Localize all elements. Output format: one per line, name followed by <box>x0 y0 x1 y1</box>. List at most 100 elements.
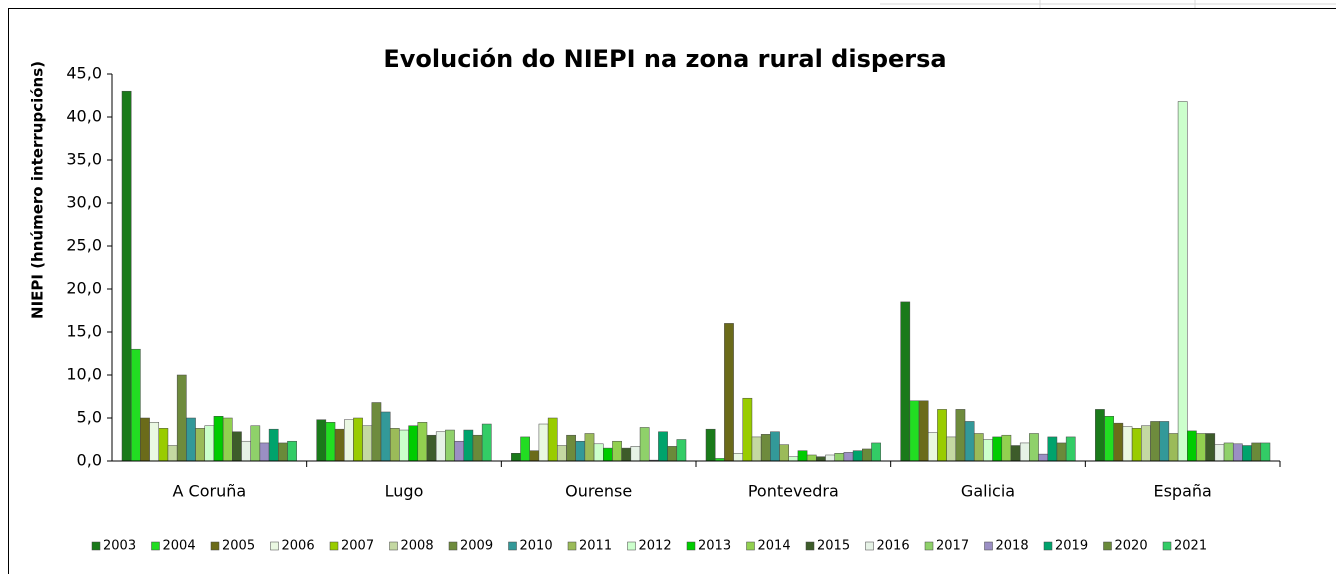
bar <box>140 417 150 462</box>
bar <box>1056 442 1067 462</box>
bar <box>825 454 835 462</box>
bar <box>834 453 845 462</box>
legend-swatch <box>329 541 339 551</box>
bar <box>1065 436 1076 462</box>
legend-label: 2019 <box>1055 539 1088 554</box>
legend-label: 2017 <box>936 539 969 554</box>
legend-label: 2021 <box>1174 539 1207 554</box>
chart-border <box>8 8 1336 574</box>
bar <box>955 409 966 462</box>
legend-swatch <box>91 541 101 551</box>
bar <box>742 397 753 462</box>
bar <box>973 433 984 462</box>
bar <box>705 428 716 462</box>
bar <box>751 436 762 462</box>
legend-label: 2004 <box>163 539 196 554</box>
bar <box>770 431 780 462</box>
bar <box>575 440 586 462</box>
bar <box>316 419 327 462</box>
bar <box>937 409 947 462</box>
legend-swatch <box>865 541 874 551</box>
bar <box>1177 101 1188 462</box>
bar <box>1168 433 1179 462</box>
legend-label: 2012 <box>639 539 672 554</box>
legend-label: 2010 <box>520 539 553 554</box>
legend-swatch <box>508 541 517 551</box>
bar <box>816 456 826 462</box>
y-tick-label: 40,0 <box>66 107 102 126</box>
bar <box>900 301 911 462</box>
legend-swatch <box>1162 541 1172 551</box>
legend-swatch <box>389 541 398 551</box>
bar <box>158 428 169 462</box>
bar <box>593 443 604 462</box>
bar <box>454 440 465 462</box>
bar <box>538 423 549 462</box>
bar <box>1232 443 1243 462</box>
y-tick-label: 0,0 <box>77 451 102 470</box>
bar <box>964 421 975 462</box>
bar <box>733 453 744 462</box>
bar <box>788 456 799 462</box>
bar <box>1251 442 1262 462</box>
bar <box>389 428 400 462</box>
bar <box>511 453 521 462</box>
legend-label: 2005 <box>222 539 255 554</box>
bar <box>918 400 929 462</box>
bar <box>1141 425 1151 462</box>
bar <box>445 429 455 462</box>
x-tick-label: Pontevedra <box>748 482 839 501</box>
legend-label: 2009 <box>460 539 493 554</box>
bar <box>278 442 288 462</box>
bar <box>760 434 771 462</box>
legend-label: 2006 <box>282 539 315 554</box>
bar <box>630 446 641 462</box>
bar <box>222 417 233 462</box>
legend-label: 2007 <box>341 539 374 554</box>
bar <box>983 439 993 462</box>
legend-label: 2011 <box>579 539 612 554</box>
legend-swatch <box>567 541 577 551</box>
y-axis-title: NIEPI (hnúmero interrupcións) <box>29 61 47 319</box>
bar <box>1122 426 1133 462</box>
bar <box>325 422 336 462</box>
bar <box>1242 445 1252 462</box>
bar <box>1038 453 1049 462</box>
bar <box>1029 433 1039 462</box>
bar <box>1131 428 1142 462</box>
x-tick-label: Ourense <box>565 482 632 501</box>
bar <box>362 425 373 462</box>
bar <box>852 450 863 462</box>
bar <box>1095 409 1105 462</box>
bar <box>268 428 279 462</box>
bar <box>862 448 872 462</box>
bar <box>612 440 622 462</box>
bar <box>724 323 734 462</box>
chart-title: Evolución do NIEPI na zona rural dispers… <box>383 45 946 73</box>
bar <box>806 454 817 462</box>
bar <box>1187 430 1197 462</box>
bar <box>259 442 270 462</box>
bar <box>1113 422 1124 462</box>
legend-swatch <box>627 541 636 551</box>
bar <box>1104 416 1114 462</box>
x-tick-label: Galicia <box>961 482 1015 501</box>
y-tick-label: 25,0 <box>66 236 102 255</box>
bar <box>871 442 881 462</box>
bar <box>1010 445 1021 462</box>
bar <box>1214 444 1225 462</box>
bar <box>334 428 345 462</box>
bar <box>232 431 242 462</box>
bar <box>584 433 595 462</box>
legend-label: 2016 <box>877 539 910 554</box>
bar <box>566 434 576 462</box>
bar <box>371 402 382 462</box>
legend-label: 2003 <box>103 539 136 554</box>
legend-swatch <box>686 541 696 551</box>
bar <box>557 445 567 462</box>
bar <box>472 434 483 462</box>
legend-label: 2015 <box>817 539 850 554</box>
legend-swatch <box>805 541 815 551</box>
bar <box>658 431 668 462</box>
